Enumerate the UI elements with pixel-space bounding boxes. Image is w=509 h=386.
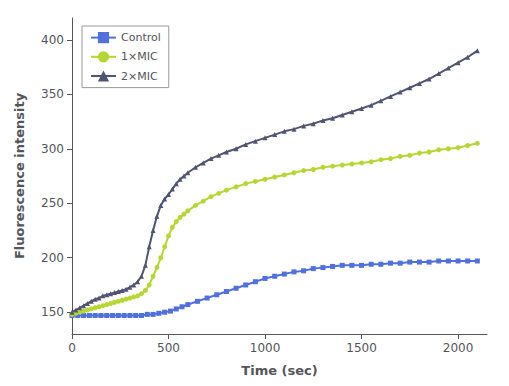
svg-text:Fluorescence intensity: Fluorescence intensity [12,92,27,259]
svg-text:2×MIC: 2×MIC [121,70,158,83]
svg-text:1500: 1500 [346,341,377,355]
svg-text:Control: Control [121,31,161,44]
svg-text:350: 350 [41,87,64,101]
svg-text:250: 250 [41,196,64,210]
svg-text:0: 0 [68,341,76,355]
svg-text:400: 400 [41,33,64,47]
svg-text:500: 500 [157,341,180,355]
svg-text:2000: 2000 [443,341,474,355]
svg-text:200: 200 [41,251,64,265]
svg-text:1000: 1000 [250,341,281,355]
svg-text:1×MIC: 1×MIC [121,50,158,63]
svg-text:Time (sec): Time (sec) [241,363,317,378]
svg-text:150: 150 [41,305,64,319]
svg-text:300: 300 [41,142,64,156]
